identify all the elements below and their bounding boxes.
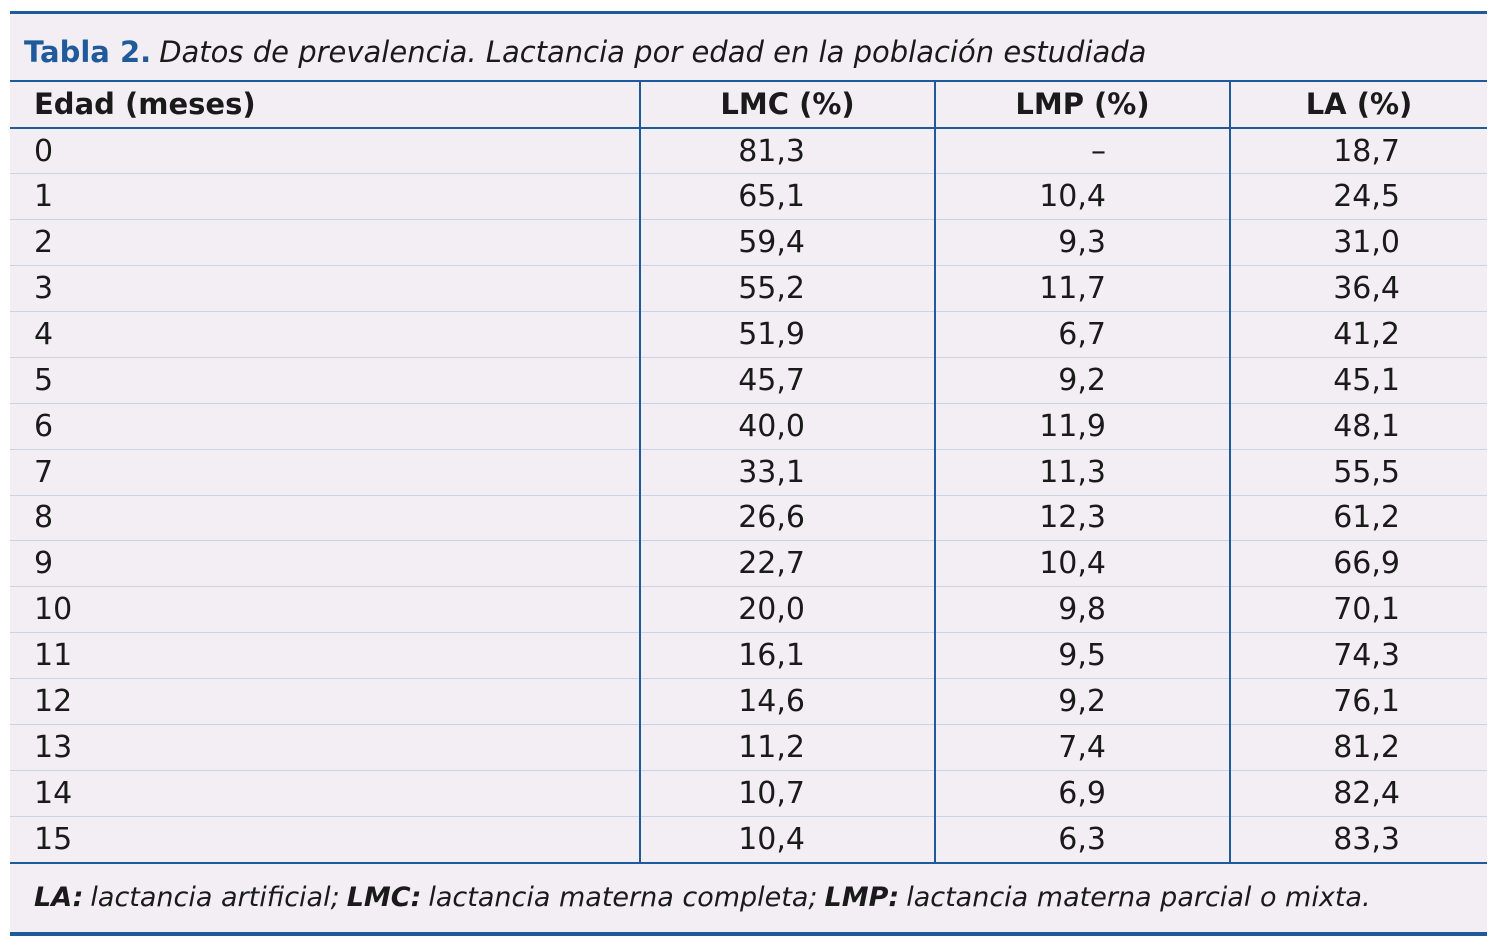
table-cell: 3 (10, 265, 640, 312)
table-cell: 83,3 (1229, 815, 1487, 863)
caption-text: Datos de prevalencia. Lactancia por edad… (159, 35, 1147, 69)
table-cell: 13 (10, 723, 640, 771)
table-cell: 33,1 (639, 448, 935, 496)
table-cell: 9,5 (934, 632, 1230, 679)
table-cell: 61,2 (1229, 494, 1487, 541)
table-cell: 14,6 (639, 678, 935, 725)
table-cell: 10,4 (934, 173, 1230, 220)
table-row: 9 22,7 10,4 66,9 (10, 540, 1487, 587)
caption-label: Tabla 2. (24, 35, 152, 69)
table-cell: 76,1 (1229, 678, 1487, 725)
table-cell: 6,3 (934, 815, 1230, 863)
table-row: 3 55,2 11,7 36,4 (10, 265, 1487, 312)
table-cell: 22,7 (639, 540, 935, 587)
table-cell: 45,7 (639, 356, 935, 404)
table-cell: 6 (10, 402, 640, 450)
table-cell: 9 (10, 540, 640, 587)
table-cell: 45,1 (1229, 356, 1487, 404)
table-cell: 6,7 (934, 310, 1230, 358)
table-cell: 10,4 (934, 540, 1230, 587)
table-cell: 7 (10, 448, 640, 496)
header-row: Edad (meses) LMC (%) LMP (%) LA (%) (10, 82, 1487, 129)
table-cell: 65,1 (639, 173, 935, 220)
table-cell: 41,2 (1229, 310, 1487, 358)
table-cell: – (934, 127, 1230, 174)
table-cell: 9,2 (934, 356, 1230, 404)
table-cell: 9,2 (934, 678, 1230, 725)
table-cell: 55,2 (639, 265, 935, 312)
footnote-term: LMP: (824, 882, 900, 914)
table: Edad (meses) LMC (%) LMP (%) LA (%) 0 81,3–18… (10, 82, 1487, 863)
table-row: 10 20,0 9,8 70,1 (10, 586, 1487, 633)
table-cell: 74,3 (1229, 632, 1487, 679)
table-row: 0 81,3–18,7 (10, 127, 1487, 174)
table-cell: 48,1 (1229, 402, 1487, 450)
table-cell: 15 (10, 815, 640, 863)
footnote-definition: lactancia materna parcial o mixta. (906, 882, 1371, 914)
footnote-definition: lactancia materna completa; (428, 882, 818, 914)
table-row: 1 65,1 10,4 24,5 (10, 173, 1487, 220)
table-cell: 40,0 (639, 402, 935, 450)
table-cell: 11 (10, 632, 640, 679)
table-cell: 8 (10, 494, 640, 541)
column-header: LMC (%) (639, 82, 935, 129)
column-header: LA (%) (1229, 82, 1487, 129)
table-cell: 9,8 (934, 586, 1230, 633)
table-cell: 51,9 (639, 310, 935, 358)
table-row: 5 45,7 9,2 45,1 (10, 356, 1487, 404)
table-row: 7 33,1 11,3 55,5 (10, 448, 1487, 496)
table-cell: 26,6 (639, 494, 935, 541)
table-cell: 5 (10, 356, 640, 404)
table-cell: 31,0 (1229, 219, 1487, 266)
table-cell: 16,1 (639, 632, 935, 679)
table-cell: 66,9 (1229, 540, 1487, 587)
table-cell: 18,7 (1229, 127, 1487, 174)
table-cell: 2 (10, 219, 640, 266)
table-row: 14 10,7 6,9 82,4 (10, 769, 1487, 817)
column-header: Edad (meses) (10, 82, 640, 129)
table-cell: 4 (10, 310, 640, 358)
footnote-definition: lactancia artificial; (90, 882, 340, 914)
table-cell: 24,5 (1229, 173, 1487, 220)
table-cell: 20,0 (639, 586, 935, 633)
footnote-term: LMC: (346, 882, 422, 914)
table-row: 11 16,1 9,5 74,3 (10, 632, 1487, 679)
table-cell: 36,4 (1229, 265, 1487, 312)
table-document: Tabla 2. Datos de prevalencia. Lactancia … (10, 11, 1487, 937)
table-cell: 10 (10, 586, 640, 633)
table-row: 2 59,4 9,3 31,0 (10, 219, 1487, 266)
table-cell: 0 (34, 133, 54, 169)
table-cell: 11,2 (639, 723, 935, 771)
table-row: 6 40,0 11,9 48,1 (10, 402, 1487, 450)
table-cell: 11,3 (934, 448, 1230, 496)
table-cell: 11,7 (934, 265, 1230, 312)
table-cell: 55,5 (1229, 448, 1487, 496)
table-cell: 1 (10, 173, 640, 220)
table-cell: 7,4 (934, 723, 1230, 771)
table-cell: 10,4 (639, 815, 935, 863)
table-cell: 59,4 (639, 219, 935, 266)
footnote-term: LA: (34, 882, 84, 914)
table-cell: 82,4 (1229, 769, 1487, 817)
table-cell: 6,9 (934, 769, 1230, 817)
table-row: 15 10,4 6,3 83,3 (10, 815, 1487, 863)
table-row: 4 51,9 6,7 41,2 (10, 310, 1487, 358)
table-cell: 14 (10, 769, 640, 817)
table-cell: 70,1 (1229, 586, 1487, 633)
table-cell: 12 (10, 678, 640, 725)
table-cell: 9,3 (934, 219, 1230, 266)
caption: Tabla 2. Datos de prevalencia. Lactancia … (10, 14, 1487, 82)
table-cell: 81,2 (1229, 723, 1487, 771)
table-cell: 81,3 (639, 127, 935, 174)
column-header: LMP (%) (934, 82, 1230, 129)
table-cell: 12,3 (934, 494, 1230, 541)
table-cell: 11,9 (934, 402, 1230, 450)
table-row: 12 14,6 9,2 76,1 (10, 678, 1487, 725)
table-row: 8 26,6 12,3 61,2 (10, 494, 1487, 541)
table-row: 13 11,2 7,4 81,2 (10, 723, 1487, 771)
footnote: LA: lactancia artificial; LMC: lactancia ma… (10, 862, 1487, 932)
table-cell: 10,7 (639, 769, 935, 817)
